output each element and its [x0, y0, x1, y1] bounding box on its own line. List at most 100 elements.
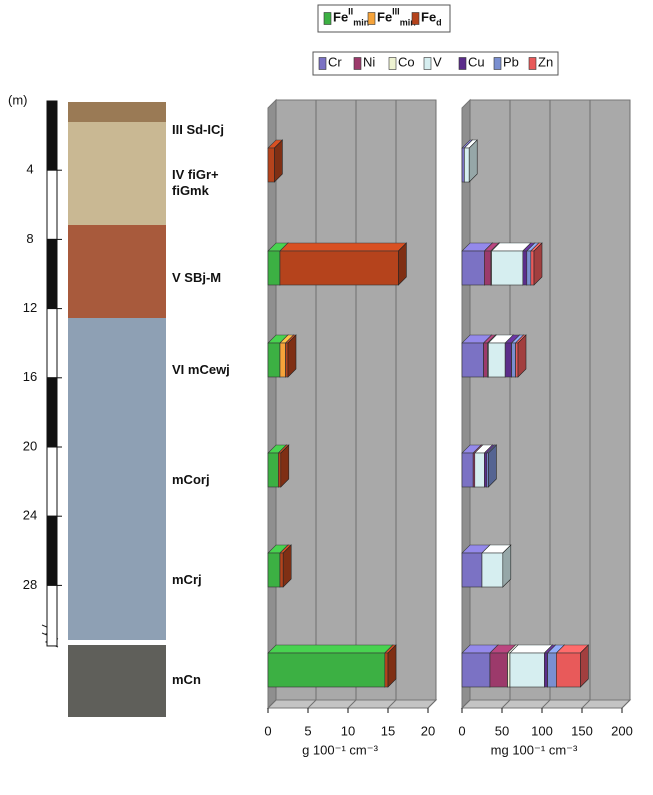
- bar: [547, 652, 557, 688]
- legend-swatch: [423, 57, 432, 70]
- horizon-label: mCn: [172, 672, 201, 687]
- legend-name: Fe: [377, 10, 392, 25]
- legend-label: FeIIImin: [377, 7, 416, 28]
- bar-side: [398, 242, 407, 286]
- legend-label: FeIImin: [333, 7, 369, 28]
- legend-superscript: II: [348, 7, 353, 17]
- scale-segment: [46, 446, 58, 517]
- bar: [285, 342, 289, 378]
- legend-swatch: [411, 12, 420, 25]
- bar: [461, 147, 465, 183]
- horizon-label: V SBj-M: [172, 270, 222, 285]
- bar: [504, 342, 512, 378]
- y-tick-label: 28: [23, 577, 37, 592]
- bar: [526, 250, 532, 286]
- legend-swatch: [353, 57, 362, 70]
- x-tick-label: 10: [341, 723, 355, 738]
- bar: [278, 452, 282, 488]
- legend-subscript: min: [400, 18, 416, 28]
- bar: [491, 250, 524, 286]
- legend-label: Pb: [503, 55, 519, 70]
- legend-swatch: [323, 12, 332, 25]
- bar-side: [468, 139, 478, 183]
- horizon-label: VI mCewj: [172, 362, 230, 377]
- legend-name: Fe: [421, 10, 436, 25]
- photo-layer: [68, 225, 166, 318]
- legend-label: Cu: [468, 55, 485, 70]
- scale-segment: [46, 308, 58, 379]
- y-tick-label: 20: [23, 438, 37, 453]
- legend-name: V: [433, 55, 442, 70]
- bar-side: [517, 334, 527, 378]
- legend-name: Co: [398, 55, 415, 70]
- x-axis-label: mg 100⁻¹ cm⁻³: [491, 742, 578, 757]
- x-tick-label: 50: [495, 723, 509, 738]
- legend-swatch: [367, 12, 376, 25]
- bar: [511, 342, 516, 378]
- bar: [515, 342, 519, 378]
- legend-label: Fed: [421, 10, 442, 28]
- grid-line: [267, 699, 277, 709]
- x-tick-label: 0: [264, 723, 271, 738]
- horizon-label: III Sd-ICj: [172, 122, 224, 137]
- scale-segment: [46, 584, 58, 647]
- bar: [461, 552, 483, 588]
- bar: [461, 250, 485, 286]
- legend-box: [317, 4, 451, 33]
- bar: [461, 652, 491, 688]
- grid-line: [581, 699, 591, 709]
- bar-side: [533, 242, 543, 286]
- bar: [279, 342, 286, 378]
- legend-label: Zn: [538, 55, 553, 70]
- grid-line: [307, 699, 317, 709]
- grid-line: [501, 699, 511, 709]
- x-tick-label: 100: [531, 723, 553, 738]
- scale-segment: [46, 515, 58, 586]
- bar: [484, 250, 492, 286]
- bar-top: [267, 644, 394, 654]
- bar: [484, 452, 488, 488]
- grid-line: [427, 699, 437, 709]
- legend-name: Zn: [538, 55, 553, 70]
- bar: [384, 652, 389, 688]
- bar: [522, 250, 528, 286]
- scale-segment: [46, 100, 58, 171]
- bar: [461, 342, 484, 378]
- bar: [267, 652, 386, 688]
- scale-segment: [46, 169, 58, 240]
- x-tick-label: 15: [381, 723, 395, 738]
- legend-swatch: [388, 57, 397, 70]
- x-tick-label: 20: [421, 723, 435, 738]
- x-axis-label: g 100⁻¹ cm⁻³: [302, 742, 379, 757]
- bar-side: [280, 444, 290, 488]
- x-tick-label: 0: [458, 723, 465, 738]
- legend-label: Ni: [363, 55, 375, 70]
- legend-name: Cu: [468, 55, 485, 70]
- bar: [267, 250, 281, 286]
- bar: [464, 147, 470, 183]
- bar-side: [287, 334, 297, 378]
- photo-layer: [68, 318, 166, 640]
- soil-photos: [68, 102, 166, 717]
- x-tick-label: 150: [571, 723, 593, 738]
- bar: [481, 552, 504, 588]
- bar-side: [282, 544, 292, 588]
- y-tick-label: 4: [26, 162, 33, 177]
- photo-layer: [68, 645, 166, 717]
- scale-segment: [46, 238, 58, 310]
- legend-subscript: min: [353, 18, 369, 28]
- grid-line: [387, 699, 397, 709]
- legend-label: V: [433, 55, 442, 70]
- bar: [489, 652, 508, 688]
- grid-line: [541, 699, 551, 709]
- horizon-label: IV fiGr+ fiGmk: [172, 167, 219, 198]
- bar: [507, 652, 511, 688]
- legend-name: Ni: [363, 55, 375, 70]
- photo-layer: [68, 102, 166, 122]
- legend-label: Co: [398, 55, 415, 70]
- bar: [509, 652, 545, 688]
- bar: [530, 250, 535, 286]
- grid-line: [621, 699, 631, 709]
